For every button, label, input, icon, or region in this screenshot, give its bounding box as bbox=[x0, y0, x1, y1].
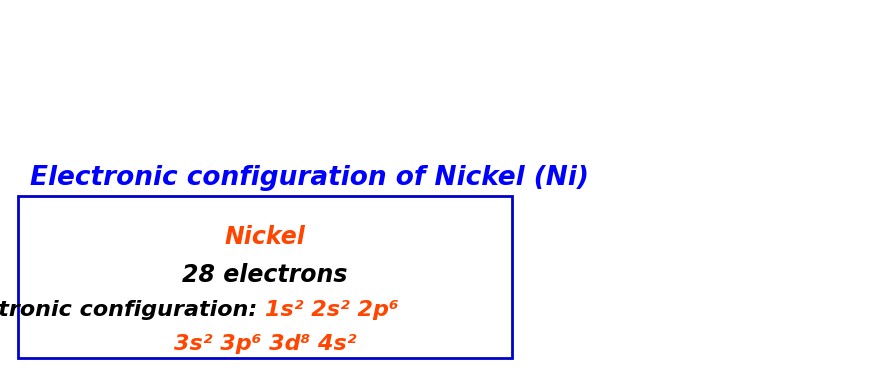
Text: Electronic configuration of Nickel (Ni): Electronic configuration of Nickel (Ni) bbox=[30, 165, 588, 191]
Bar bbox=[18, 196, 511, 358]
Text: 3s² 3p⁶ 3d⁸ 4s²: 3s² 3p⁶ 3d⁸ 4s² bbox=[174, 334, 356, 354]
Text: 1s² 2s² 2p⁶: 1s² 2s² 2p⁶ bbox=[264, 300, 398, 320]
Text: Nickel: Nickel bbox=[224, 225, 305, 249]
Text: 28 electrons: 28 electrons bbox=[182, 263, 348, 287]
Text: Electronic configuration:: Electronic configuration: bbox=[0, 300, 264, 320]
